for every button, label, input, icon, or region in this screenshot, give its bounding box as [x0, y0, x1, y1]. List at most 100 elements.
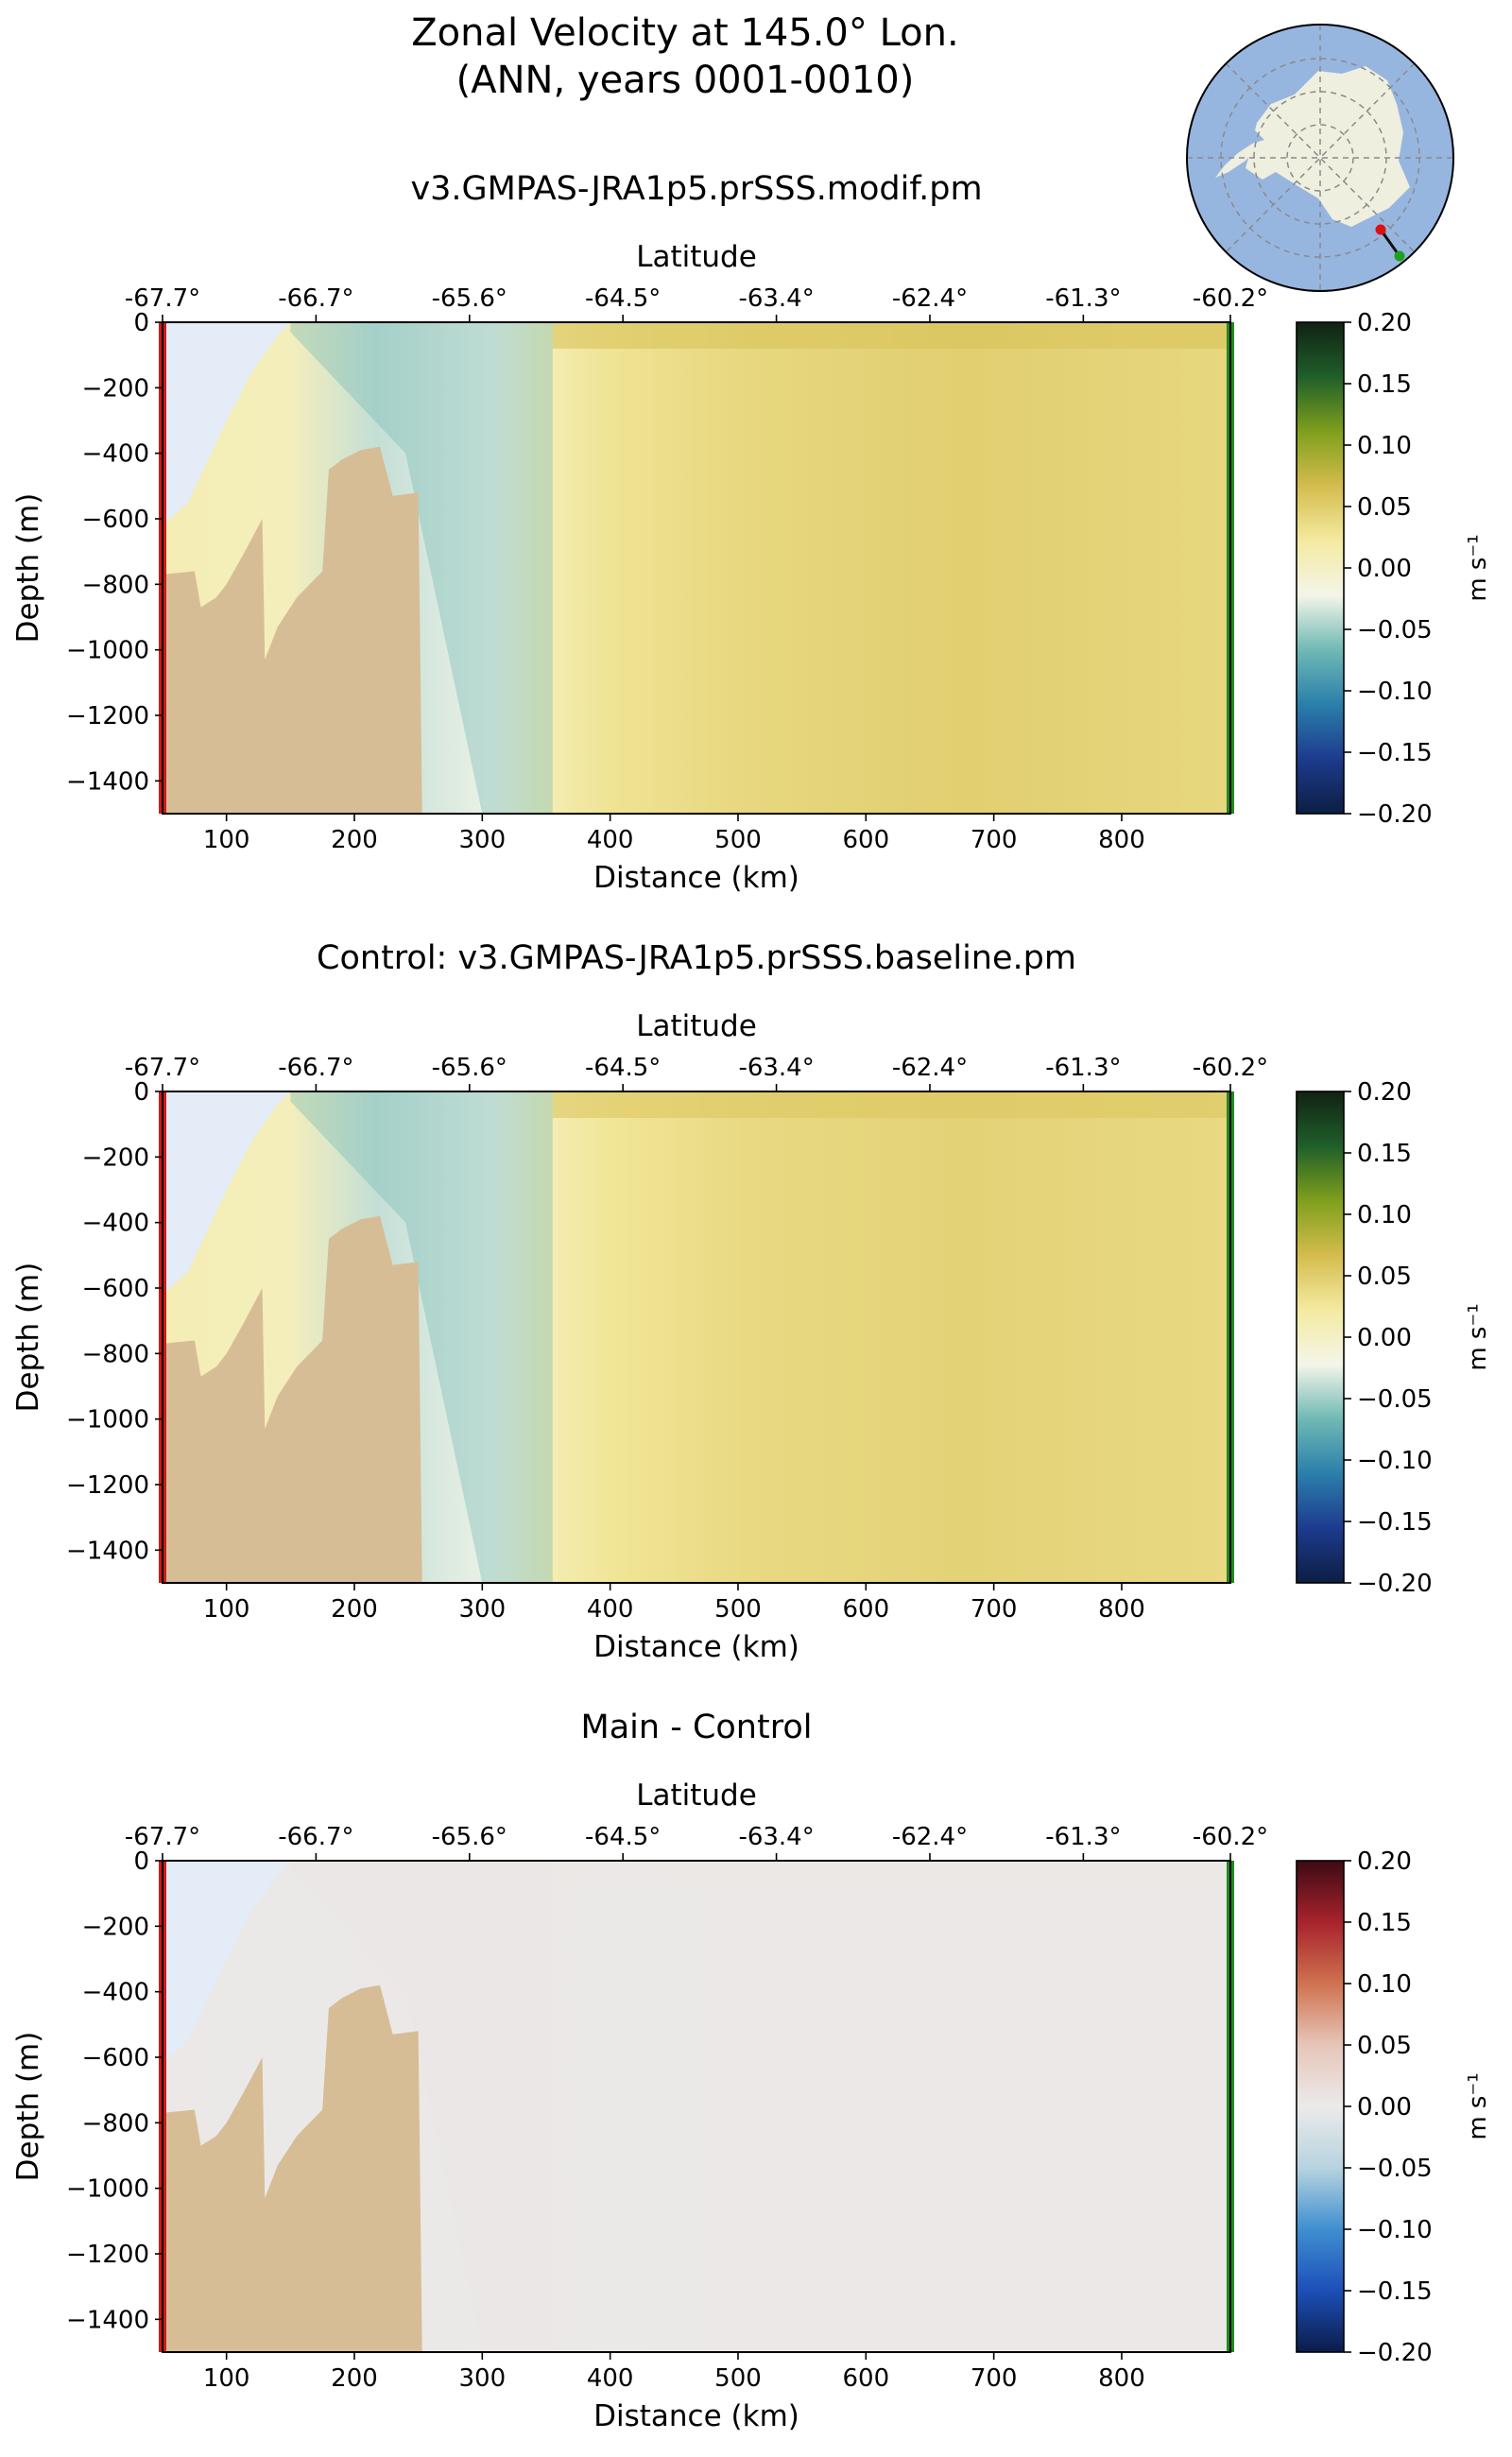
lat-tick-label: -63.4° — [738, 284, 814, 313]
colorbar-tick-label: −0.05 — [1357, 616, 1433, 644]
y-axis-label: Depth (m) — [11, 493, 45, 644]
y-tick-label: 0 — [133, 309, 149, 337]
colorbar-tick-label: −0.10 — [1357, 2216, 1433, 2244]
colorbar-tick-label: −0.15 — [1357, 1508, 1433, 1537]
lat-tick-label: -60.2° — [1193, 1823, 1268, 1851]
x-tick-label: 400 — [587, 826, 634, 854]
colorbar-label: m s⁻¹ — [1464, 2072, 1492, 2139]
colorbar-tick-label: −0.20 — [1357, 2339, 1433, 2367]
colorbar-tick-label: −0.10 — [1357, 1447, 1433, 1475]
lat-tick-label: -66.7° — [278, 284, 353, 313]
colorbar — [1296, 1860, 1345, 2353]
top-axis-label: Latitude — [636, 1778, 757, 1813]
colorbar-tick-label: −0.05 — [1357, 2155, 1433, 2183]
colorbar-label: m s⁻¹ — [1464, 1303, 1492, 1370]
ice-shelf — [163, 1091, 291, 1295]
bathymetry — [163, 446, 422, 814]
colorbar-tick-label: 0.20 — [1357, 309, 1412, 337]
lat-tick-label: -60.2° — [1193, 284, 1268, 313]
y-tick-label: −1200 — [66, 702, 149, 730]
x-tick-label: 700 — [971, 1595, 1018, 1624]
x-tick-label: 100 — [203, 2364, 250, 2393]
lat-tick-label: -66.7° — [278, 1054, 353, 1082]
colorbar-tick-label: 0.05 — [1357, 2032, 1412, 2060]
colorbar-tick-label: 0.20 — [1357, 1847, 1412, 1876]
y-tick-label: −400 — [82, 440, 149, 469]
y-tick-label: −200 — [82, 374, 149, 403]
lat-tick-label: -62.4° — [892, 1823, 968, 1851]
x-axis-label: Distance (km) — [593, 1630, 799, 1664]
colorbar-tick-label: 0.15 — [1357, 370, 1412, 399]
x-tick-label: 100 — [203, 826, 250, 854]
ice-shelf — [163, 1861, 291, 2064]
x-tick-label: 300 — [459, 2364, 507, 2393]
y-tick-label: −600 — [82, 1275, 149, 1303]
lat-tick-label: -62.4° — [892, 284, 968, 313]
antarctica-inset-map — [1186, 24, 1454, 292]
lat-tick-label: -64.5° — [585, 1054, 661, 1082]
y-tick-label: −600 — [82, 506, 149, 534]
x-tick-label: 200 — [331, 1595, 378, 1624]
y-axis-label: Depth (m) — [11, 1263, 45, 1413]
axes-frame — [162, 321, 1231, 815]
x-axis-label: Distance (km) — [593, 861, 799, 895]
ice-shelf — [163, 322, 291, 525]
x-tick-label: 600 — [842, 2364, 889, 2393]
y-tick-label: −400 — [82, 1210, 149, 1238]
bathymetry — [163, 1984, 422, 2352]
colorbar-tick-label: −0.05 — [1357, 1385, 1433, 1414]
y-tick-label: 0 — [133, 1847, 149, 1876]
colorbar-tick-label: 0.05 — [1357, 493, 1412, 522]
panel1-title: v3.GMPAS-JRA1p5.prSSS.modif.pm — [410, 170, 983, 208]
x-tick-label: 300 — [459, 826, 507, 854]
lat-tick-label: -64.5° — [585, 1823, 661, 1851]
colorbar-tick-label: −0.20 — [1357, 800, 1433, 829]
colorbar-tick-label: 0.20 — [1357, 1078, 1412, 1107]
colorbar — [1296, 1091, 1345, 1584]
x-tick-label: 400 — [587, 1595, 634, 1624]
x-tick-label: 500 — [714, 1595, 762, 1624]
colorbar-tick-label: 0.10 — [1357, 432, 1412, 460]
colorbar-tick-label: −0.10 — [1357, 678, 1433, 706]
panel-1: 100 200 300 400 500 600 700 800 Distance (km) 0 −2… — [11, 240, 1492, 895]
top-axis-label: Latitude — [636, 240, 757, 274]
x-tick-label: 600 — [842, 826, 889, 854]
y-tick-label: 0 — [133, 1078, 149, 1107]
x-tick-label: 100 — [203, 1595, 250, 1624]
panel2-title: Control: v3.GMPAS-JRA1p5.prSSS.baseline.… — [317, 939, 1076, 977]
lat-tick-label: -62.4° — [892, 1054, 968, 1082]
colorbar-tick-label: 0.00 — [1357, 1324, 1412, 1352]
lat-tick-label: -60.2° — [1193, 1054, 1268, 1082]
x-tick-label: 700 — [971, 826, 1018, 854]
lat-tick-label: -63.4° — [738, 1823, 814, 1851]
y-tick-label: −1000 — [66, 1406, 149, 1435]
slope-current — [290, 322, 553, 814]
x-tick-label: 600 — [842, 1595, 889, 1624]
slope-current — [290, 1861, 553, 2352]
x-tick-label: 500 — [714, 2364, 762, 2393]
y-tick-label: −1200 — [66, 1471, 149, 1500]
lat-tick-label: -65.6° — [432, 1823, 507, 1851]
lat-tick-label: -61.3° — [1045, 284, 1121, 313]
lat-tick-label: -65.6° — [432, 1054, 507, 1082]
y-tick-label: −400 — [82, 1979, 149, 2007]
x-tick-label: 300 — [459, 1595, 507, 1624]
surface-jet-band — [552, 1091, 1230, 1118]
surface-jet-band — [552, 322, 1230, 349]
colorbar-tick-label: 0.15 — [1357, 1909, 1412, 1937]
y-tick-label: −200 — [82, 1913, 149, 1941]
antarctic-peninsula — [1215, 140, 1264, 178]
colorbar-tick-label: −0.15 — [1357, 2277, 1433, 2306]
colorbar-label: m s⁻¹ — [1464, 534, 1492, 601]
y-tick-label: −1000 — [66, 2175, 149, 2204]
y-tick-label: −1000 — [66, 637, 149, 665]
x-tick-label: 800 — [1098, 826, 1145, 854]
x-axis-label: Distance (km) — [593, 2399, 799, 2433]
lat-tick-label: -61.3° — [1045, 1054, 1121, 1082]
x-tick-label: 800 — [1098, 2364, 1145, 2393]
transect-start-dot — [1375, 224, 1386, 235]
y-tick-label: −1200 — [66, 2241, 149, 2269]
surface-jet-band — [552, 1861, 1230, 1887]
colorbar-tick-label: 0.00 — [1357, 2093, 1412, 2122]
panels: 100 200 300 400 500 600 700 800 Distance (km) 0 −2… — [11, 240, 1492, 2433]
